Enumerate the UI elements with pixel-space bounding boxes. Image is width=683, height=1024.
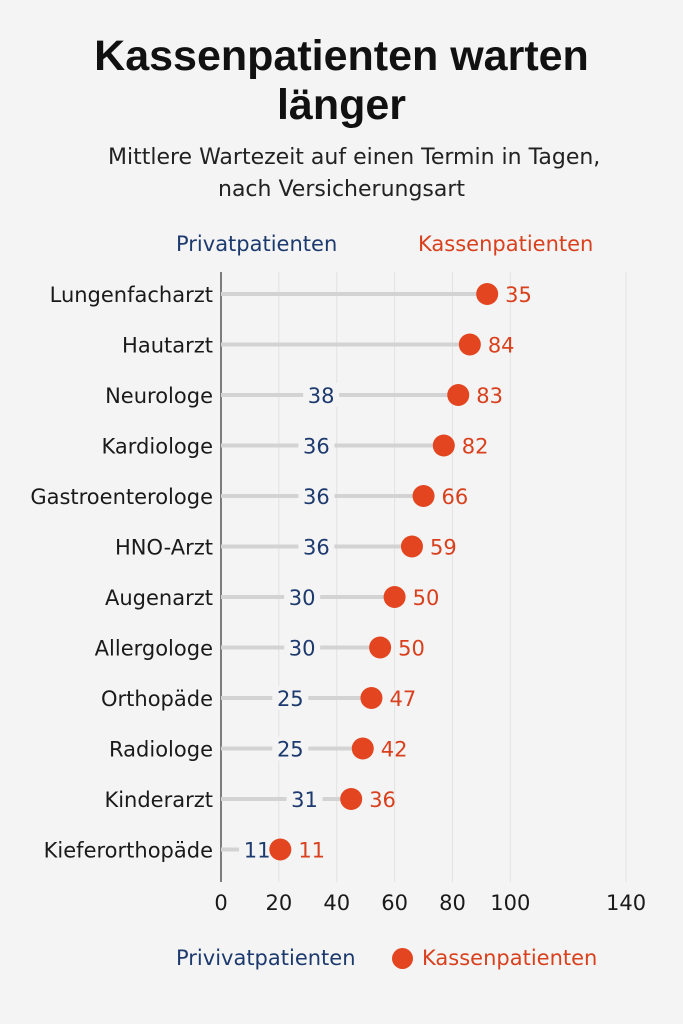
- private-label-bg: [303, 383, 340, 407]
- private-label-bg: [298, 484, 335, 508]
- private-value-label: 30: [289, 586, 316, 610]
- subtitle-line-1: Mittlere Wartezeit auf einen Termin in T…: [108, 145, 601, 170]
- category-label: Kardiologe: [102, 435, 213, 459]
- private-value-label: 36: [303, 485, 330, 509]
- private-label-bg: [298, 433, 335, 458]
- public-dot: [351, 737, 374, 760]
- legend-public-marker: [392, 947, 413, 969]
- public-value-label: 84: [488, 334, 515, 358]
- public-dot: [447, 384, 470, 406]
- public-dot: [458, 333, 481, 356]
- private-value-label: 30: [289, 637, 316, 661]
- public-value-label: 66: [442, 485, 469, 509]
- category-label: Radiologe: [109, 738, 213, 762]
- private-value-label: 38: [308, 384, 335, 408]
- chart-subtitle: Mittlere Wartezeit auf einen Termin in T…: [0, 142, 683, 206]
- public-dot: [400, 535, 423, 558]
- public-value-label: 36: [369, 788, 396, 812]
- public-value-label: 50: [413, 586, 440, 610]
- subtitle-line-2: nach Versicherungsart: [218, 177, 466, 202]
- public-value-label: 59: [430, 536, 457, 560]
- x-tick-label: 80: [439, 891, 466, 915]
- private-label-bg: [284, 635, 321, 660]
- private-value-label: 31: [291, 788, 318, 812]
- public-dot: [412, 485, 435, 507]
- x-tick-label: 0: [214, 891, 227, 915]
- public-dot: [369, 636, 392, 659]
- category-label: Gastroenterologe: [30, 485, 213, 509]
- category-label: Neurologe: [105, 384, 213, 408]
- category-label: Augenarzt: [105, 586, 213, 610]
- public-value-label: 82: [462, 435, 489, 459]
- public-dot: [432, 434, 455, 457]
- header-public-label: Kassenpatienten: [418, 232, 594, 256]
- x-tick-label: 40: [323, 891, 350, 915]
- private-label-bg: [239, 837, 276, 862]
- category-label: Allergologe: [95, 637, 213, 661]
- x-tick-label: 20: [265, 891, 292, 915]
- public-dot: [383, 586, 406, 608]
- category-label: Lungenfacharzt: [50, 283, 213, 307]
- public-dot: [360, 687, 383, 709]
- category-label: Hautarzt: [122, 334, 213, 358]
- private-label-bg: [284, 585, 321, 609]
- legend-public: Kassenpatienten: [392, 946, 597, 970]
- public-value-label: 50: [398, 637, 425, 661]
- private-value-label: 25: [277, 687, 304, 711]
- public-dot: [476, 283, 499, 305]
- category-label: HNO-Arzt: [115, 536, 213, 560]
- public-value-label: 11: [298, 839, 325, 863]
- public-dot: [269, 838, 292, 861]
- public-value-label: 83: [476, 384, 503, 408]
- private-value-label: 11: [244, 839, 271, 863]
- category-label: Orthopäde: [101, 687, 213, 711]
- category-label: Kieferorthopäde: [44, 839, 213, 863]
- private-value-label: 36: [303, 435, 330, 459]
- private-label-bg: [272, 736, 309, 761]
- category-label: Kinderarzt: [104, 788, 213, 812]
- private-label-bg: [286, 787, 323, 811]
- public-value-label: 42: [381, 738, 408, 762]
- private-label-bg: [272, 686, 309, 710]
- x-tick-label: 140: [606, 891, 646, 915]
- chart-title: Kassenpatienten warten länger: [0, 32, 683, 130]
- x-tick-label: 100: [490, 891, 530, 915]
- public-value-label: 47: [389, 687, 416, 711]
- header-private-label: Privatpatienten: [176, 232, 338, 256]
- public-dot: [340, 788, 363, 810]
- legend-private: Privivatpatienten: [176, 946, 356, 970]
- private-value-label: 36: [303, 536, 330, 560]
- private-label-bg: [298, 534, 335, 559]
- legend-public-label: Kassenpatienten: [422, 946, 598, 970]
- x-tick-label: 60: [381, 891, 408, 915]
- title-line-2: länger: [276, 81, 407, 129]
- private-value-label: 25: [277, 738, 304, 762]
- public-value-label: 35: [505, 283, 532, 307]
- title-line-1: Kassenpatienten warten: [94, 32, 589, 80]
